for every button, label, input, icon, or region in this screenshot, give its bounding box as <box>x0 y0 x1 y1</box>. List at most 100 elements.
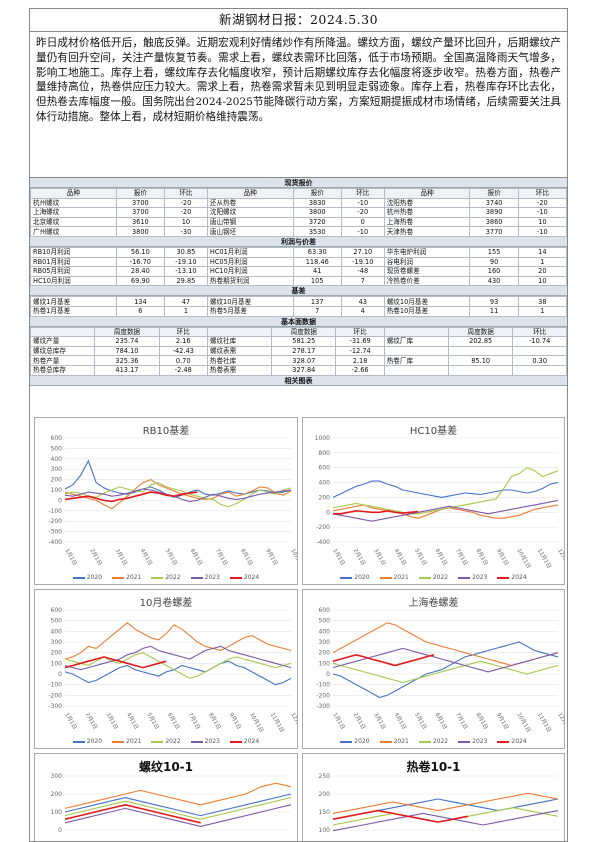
spot-cell: 天津热卷 <box>383 226 471 237</box>
fundamentals-cell: 278.17 <box>271 345 337 357</box>
fundamentals-cell: 2.18 <box>335 355 385 366</box>
y-tick-label: 300 <box>51 773 63 780</box>
profit-cell: 56.10 <box>115 246 165 258</box>
y-tick-label: -200 <box>48 518 62 525</box>
legend-swatch <box>497 576 510 579</box>
section-fundamentals: 基本面数据 <box>30 316 567 327</box>
profit-cell: 90 <box>469 256 519 268</box>
legend-swatch <box>112 576 125 579</box>
x-tick-label: 12月1日 <box>556 712 565 734</box>
fundamentals-cell: -2.66 <box>335 364 385 376</box>
profit-cell: 30.85 <box>163 246 208 258</box>
fundamentals-cell: 2.16 <box>158 336 208 347</box>
spot-table: 品种 报价 环比 品种 报价 环比 品种 报价 环比 杭州螺纹 3700 -20 还从热卷 3830 -1… <box>30 188 567 237</box>
fundamentals-cell: 581.25 <box>271 336 337 347</box>
section-profit: 利润与价差 <box>30 236 567 247</box>
profit-cell: HC10月利润 <box>206 266 294 277</box>
profit-cell: 63.30 <box>292 246 342 258</box>
profit-cell: 谷电利润 <box>383 256 471 268</box>
x-tick-label: 9月1日 <box>495 712 510 731</box>
y-tick-label: -100 <box>48 508 62 515</box>
legend-swatch <box>340 740 353 743</box>
legend-label: 2022 <box>165 738 181 745</box>
legend-label: 2023 <box>204 574 220 581</box>
spot-cell: 3740 <box>469 197 519 209</box>
profit-cell: 28.40 <box>115 266 165 277</box>
spot-cell: -10 <box>340 197 385 209</box>
legend-label: 2020 <box>354 738 370 745</box>
legend-label: 2023 <box>472 738 488 745</box>
x-tick-label: 3月1日 <box>372 712 387 731</box>
fundamentals-header-col-3 <box>206 326 273 338</box>
legend-swatch <box>229 576 242 579</box>
y-tick-label: -300 <box>48 529 62 536</box>
spot-header-col-0: 品种 <box>30 188 117 199</box>
fundamentals-cell: 螺纹厂库 <box>383 336 450 347</box>
fundamentals-header-row: 周度数据 环比 周度数据 环比 周度数据 环比 <box>30 326 567 338</box>
legend-label: 2022 <box>432 738 449 745</box>
x-tick-label: 11月1日 <box>536 712 553 734</box>
legend-item: 2024 <box>497 574 527 581</box>
series-line-2024 <box>332 653 435 667</box>
basis-cell: 螺纹10月基差 <box>383 296 471 307</box>
profit-cell: 27.10 <box>340 246 385 258</box>
y-tick-label: 100 <box>319 660 331 667</box>
chart-5: 热卷10-125020015010050 <box>302 753 565 841</box>
y-tick-label: 400 <box>319 480 331 487</box>
fundamentals-header-col-0 <box>30 326 96 338</box>
y-tick-label: 400 <box>51 456 63 463</box>
basis-cell: 6 <box>115 305 165 317</box>
fundamentals-cell <box>512 345 567 357</box>
profit-cell: 160 <box>469 266 519 277</box>
spot-header-col-5: 环比 <box>340 188 385 199</box>
legend-swatch <box>379 576 392 579</box>
series-line-2024 <box>333 509 419 515</box>
legend-swatch <box>379 740 392 743</box>
x-tick-label: 5月1日 <box>413 712 428 731</box>
chart-title: 上海卷螺差 <box>408 598 459 609</box>
y-tick-label: 500 <box>51 445 63 452</box>
x-tick-label: 7月1日 <box>454 712 469 731</box>
spot-header-col-8: 环比 <box>517 188 567 199</box>
x-tick-label: 2月1日 <box>352 712 367 731</box>
x-tick-label: 8月1日 <box>474 712 489 731</box>
profit-cell: HC10月利润 <box>30 275 117 287</box>
y-tick-label: -200 <box>48 692 62 699</box>
spot-cell: -20 <box>163 197 208 209</box>
y-tick-label: 200 <box>51 477 63 484</box>
y-tick-label: -200 <box>316 692 330 699</box>
legend-swatch <box>72 740 85 743</box>
chart-legend: 2020 2021 2022 2023 2024 <box>35 738 297 745</box>
profit-cell: HC05月利润 <box>206 256 294 268</box>
spot-cell: -10 <box>517 226 567 237</box>
y-tick-label: 0 <box>58 671 62 678</box>
chart-title: 螺纹10-1 <box>138 760 194 774</box>
legend-swatch <box>418 740 431 743</box>
fundamentals-cell: 784.10 <box>94 345 160 357</box>
x-tick-label: 8月1日 <box>474 548 489 567</box>
y-tick-label: 100 <box>51 660 63 667</box>
spot-cell: 沈阳热卷 <box>383 197 471 209</box>
legend-swatch <box>72 576 85 579</box>
basis-cell: 热卷10月基差 <box>383 305 471 317</box>
x-tick-label: 6月1日 <box>189 548 204 567</box>
fundamentals-header-col-6 <box>383 326 450 338</box>
x-tick-label: 7月1日 <box>454 548 469 567</box>
profit-cell: 29.85 <box>163 275 208 287</box>
spot-cell: 杭州热卷 <box>383 207 471 218</box>
legend-swatch <box>190 740 203 743</box>
y-tick-label: -200 <box>316 524 330 531</box>
legend-item: 2021 <box>379 738 409 745</box>
profit-cell: 1 <box>517 256 567 268</box>
x-tick-label: 9月1日 <box>264 548 279 567</box>
profit-row: RB05月利润 28.40 -13.10 HC10月利润 41 -48 现货卷螺差 160 20 <box>30 266 567 277</box>
y-tick-label: 1000 <box>315 435 330 442</box>
x-tick-label: 4月1日 <box>393 548 408 567</box>
legend-label: 2021 <box>393 574 409 581</box>
spot-header-col-1: 报价 <box>115 188 165 199</box>
series-line-2020 <box>332 480 559 498</box>
fundamentals-row: 热卷总库存 413.17 -2.48 热卷表需 327.84 -2.66 <box>30 364 567 376</box>
chart-title: 热卷10-1 <box>406 760 461 774</box>
profit-table: RB10月利润 56.10 30.85 HC01月利润 63.30 27.10 华东电炉利润… <box>30 246 567 287</box>
y-tick-label: 600 <box>51 435 63 442</box>
